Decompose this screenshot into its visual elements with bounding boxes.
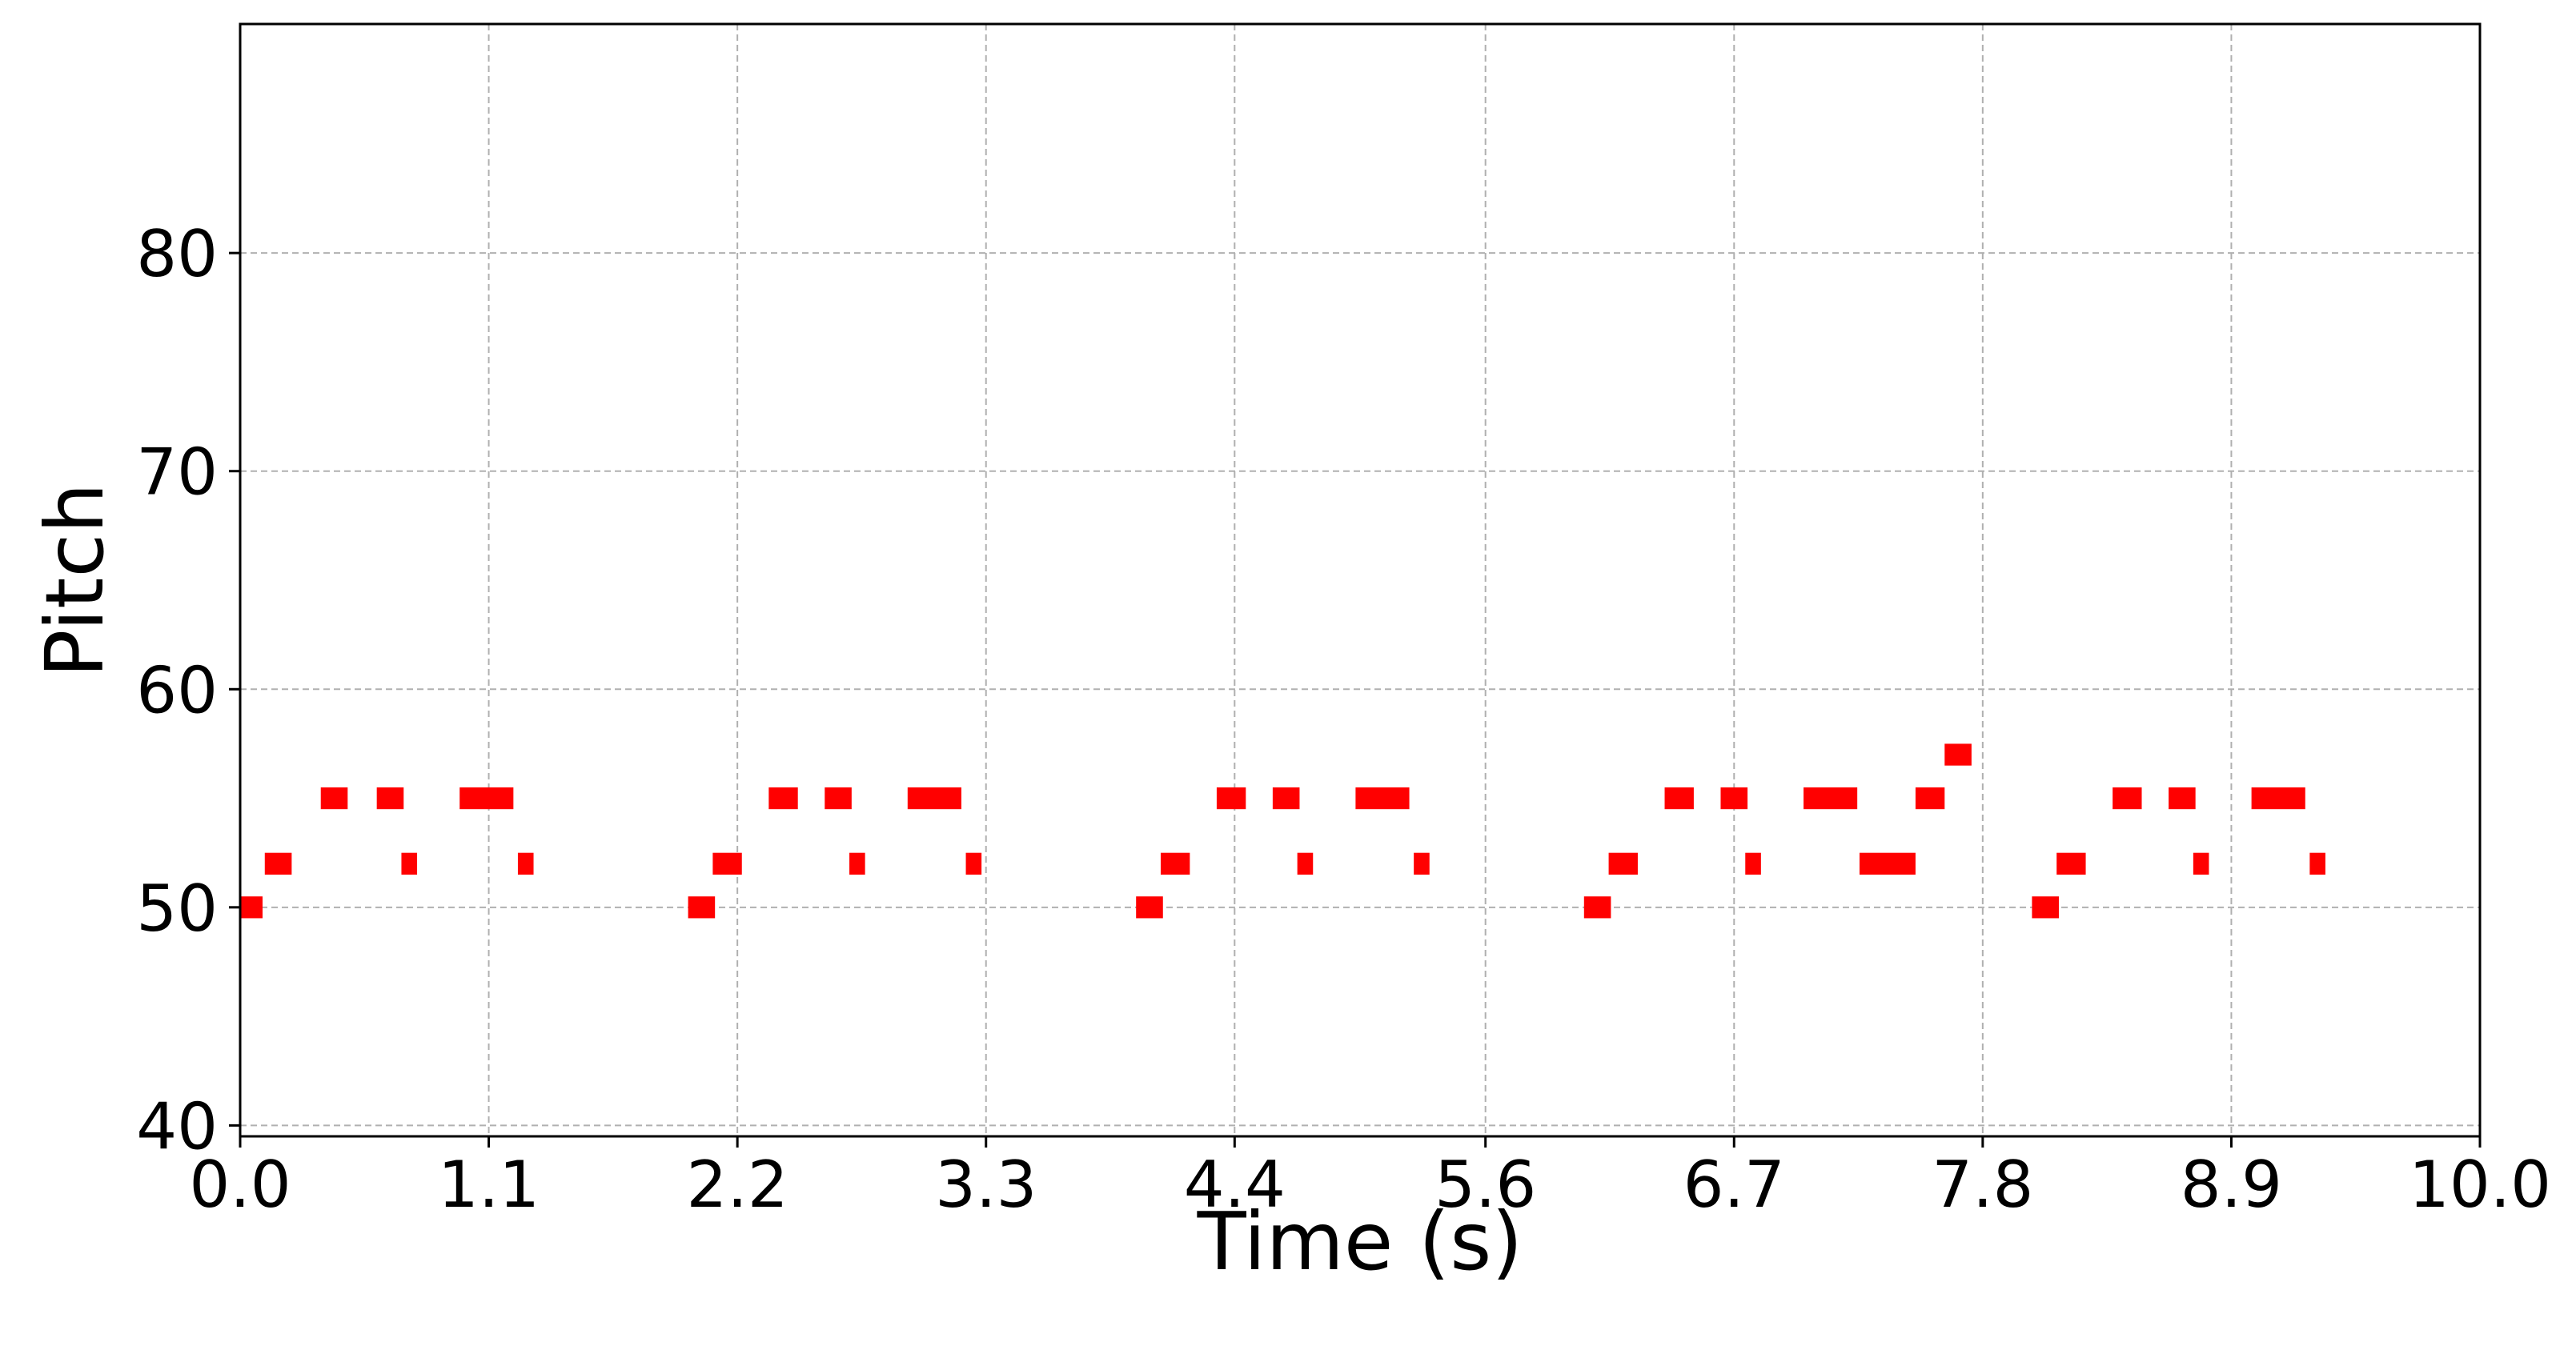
note-bar bbox=[2309, 852, 2325, 875]
note-bar bbox=[1136, 896, 1163, 919]
x-tick-label: 4.4 bbox=[1184, 1148, 1286, 1222]
note-bar bbox=[240, 896, 263, 919]
x-tick-label: 0.0 bbox=[189, 1148, 291, 1222]
x-tick-label: 6.7 bbox=[1683, 1148, 1785, 1222]
note-bar bbox=[1160, 852, 1190, 875]
note-bar bbox=[320, 787, 348, 810]
note-bar bbox=[2251, 787, 2305, 810]
note-bar bbox=[965, 852, 982, 875]
y-tick-label: 80 bbox=[136, 217, 218, 291]
note-bar bbox=[376, 787, 404, 810]
note-bar bbox=[2113, 787, 2142, 810]
x-tick-label: 5.6 bbox=[1434, 1148, 1536, 1222]
y-tick-label: 40 bbox=[136, 1089, 218, 1164]
note-bar bbox=[1355, 787, 1410, 810]
note-bar bbox=[825, 787, 852, 810]
note-bar bbox=[712, 852, 742, 875]
note-bar bbox=[768, 787, 798, 810]
note-bar bbox=[1272, 787, 1300, 810]
note-bar bbox=[264, 852, 292, 875]
y-axis-title: Pitch bbox=[28, 483, 122, 677]
note-bar bbox=[1216, 787, 1246, 810]
note-bar bbox=[1664, 787, 1694, 810]
x-tick-label: 3.3 bbox=[935, 1148, 1037, 1222]
note-bar bbox=[688, 896, 716, 919]
axis-ticks: 0.0 1.1 2.2 3.3 4.4 5.6 6.7 7.8 8.9 10.0 40 50 60 70 8… bbox=[136, 217, 2551, 1222]
x-tick-label: 10.0 bbox=[2409, 1148, 2551, 1222]
grid-lines bbox=[239, 24, 2481, 1136]
note-bar bbox=[1583, 896, 1611, 919]
note-bar bbox=[2056, 852, 2086, 875]
note-bar bbox=[401, 852, 418, 875]
x-tick-label: 1.1 bbox=[438, 1148, 540, 1222]
y-tick-label: 50 bbox=[136, 871, 218, 946]
x-tick-label: 8.9 bbox=[2181, 1148, 2282, 1222]
plot-frame bbox=[239, 22, 2482, 1138]
note-bar bbox=[1297, 852, 1314, 875]
x-axis-title: Time (s) bbox=[1197, 1195, 1523, 1288]
note-bar bbox=[1608, 852, 1638, 875]
note-bar bbox=[517, 852, 534, 875]
note-bar bbox=[1414, 852, 1430, 875]
note-bar bbox=[2193, 852, 2209, 875]
x-tick-label: 7.8 bbox=[1932, 1148, 2033, 1222]
note-bar bbox=[1745, 852, 1761, 875]
note-bar bbox=[459, 787, 514, 810]
note-bar bbox=[1859, 852, 1916, 875]
note-bar bbox=[2032, 896, 2059, 919]
y-tick-label: 60 bbox=[136, 653, 218, 727]
y-tick-label: 70 bbox=[136, 435, 218, 510]
note-bar bbox=[849, 852, 865, 875]
note-bars bbox=[240, 743, 2325, 919]
note-bar bbox=[1944, 743, 1972, 766]
note-bar bbox=[1915, 787, 1945, 810]
note-bar bbox=[907, 787, 961, 810]
note-bar bbox=[2169, 787, 2196, 810]
note-bar bbox=[1720, 787, 1748, 810]
x-tick-label: 2.2 bbox=[687, 1148, 788, 1222]
note-bar bbox=[1804, 787, 1858, 810]
